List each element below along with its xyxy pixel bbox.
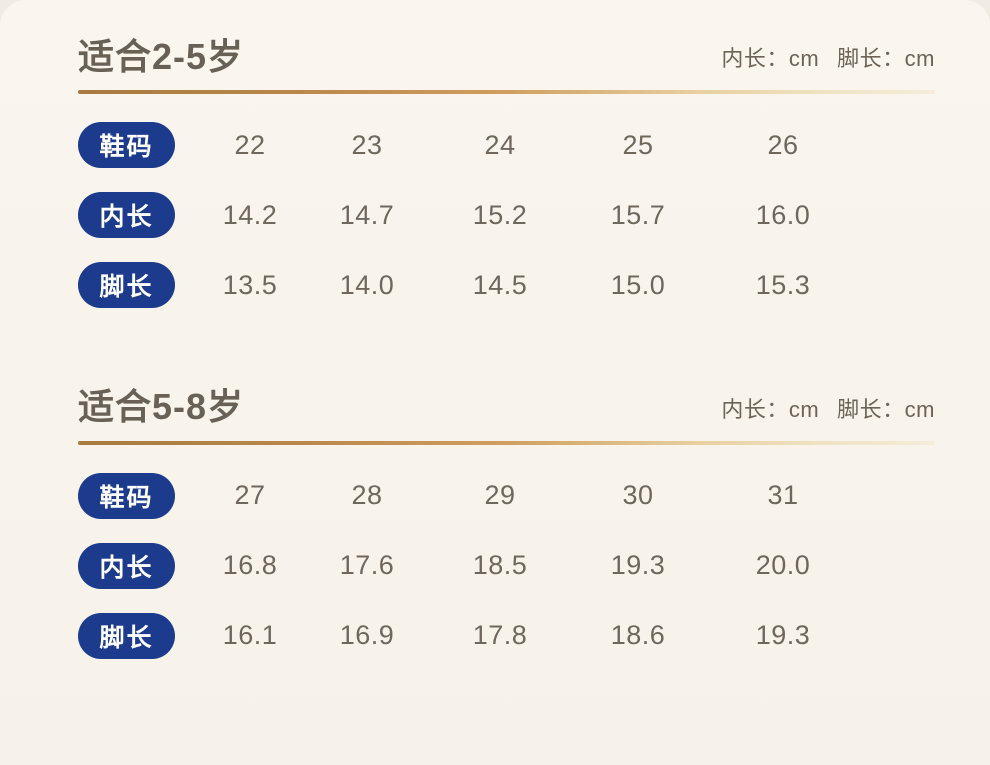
row-label-pill: 脚长 — [78, 612, 175, 659]
inner-length-value: 16.0 — [755, 199, 811, 230]
table-row-foot-length: 脚长 16.1 16.9 17.8 18.6 19.3 — [78, 601, 935, 671]
unit-legend: 内长：cm 脚长：cm — [721, 41, 935, 77]
size-value: 22 — [234, 129, 266, 160]
section-header: 适合2-5岁 内长：cm 脚长：cm — [78, 36, 935, 77]
foot-length-value: 17.8 — [472, 620, 528, 651]
inner-length-value: 17.6 — [339, 550, 395, 581]
row-label-cell: 鞋码 — [78, 472, 198, 519]
size-value: 29 — [484, 480, 516, 511]
size-value: 26 — [767, 129, 799, 160]
row-label-pill: 鞋码 — [78, 472, 175, 519]
size-table: 鞋码 22 23 24 25 26 内长 14.2 14.7 15.2 15.7… — [78, 110, 935, 320]
section-title: 适合2-5岁 — [78, 36, 245, 77]
size-value: 25 — [622, 129, 654, 160]
table-row-inner-length: 内长 14.2 14.7 15.2 15.7 16.0 — [78, 180, 935, 250]
inner-length-value: 19.3 — [610, 550, 666, 581]
table-row-foot-length: 脚长 13.5 14.0 14.5 15.0 15.3 — [78, 250, 935, 320]
inner-length-value: 15.7 — [610, 199, 666, 230]
foot-length-value: 14.5 — [472, 269, 528, 300]
inner-length-value: 20.0 — [755, 550, 811, 581]
row-label-cell: 鞋码 — [78, 122, 198, 169]
inner-length-value: 14.2 — [222, 199, 278, 230]
foot-length-value: 15.3 — [755, 269, 811, 300]
inner-length-value: 15.2 — [472, 199, 528, 230]
size-value: 23 — [351, 129, 383, 160]
inner-length-value: 14.7 — [339, 199, 395, 230]
foot-length-value: 18.6 — [610, 620, 666, 651]
size-value: 31 — [767, 480, 799, 511]
foot-length-unit-label: 脚长：cm — [837, 46, 935, 72]
row-label-pill: 内长 — [78, 192, 175, 239]
table-row-shoe-size: 鞋码 22 23 24 25 26 — [78, 110, 935, 180]
section-title: 适合5-8岁 — [78, 386, 245, 428]
row-label-cell: 内长 — [78, 542, 198, 589]
inner-length-value: 16.8 — [222, 550, 278, 581]
gold-divider — [78, 90, 935, 95]
row-label-pill: 脚长 — [78, 262, 175, 309]
foot-length-value: 16.9 — [339, 620, 395, 651]
row-label-pill: 鞋码 — [78, 122, 175, 169]
size-section-5-8: 适合5-8岁 内长：cm 脚长：cm 鞋码 27 28 29 30 31 内长 — [78, 386, 935, 670]
size-value: 27 — [234, 480, 266, 511]
foot-length-value: 13.5 — [222, 269, 278, 300]
row-label-cell: 脚长 — [78, 612, 198, 659]
gold-divider — [78, 440, 935, 445]
foot-length-value: 15.0 — [610, 269, 666, 300]
size-value: 24 — [484, 129, 516, 160]
size-section-2-5: 适合2-5岁 内长：cm 脚长：cm 鞋码 22 23 24 25 26 内长 — [78, 36, 935, 320]
foot-length-value: 16.1 — [222, 620, 278, 651]
size-value: 28 — [351, 480, 383, 511]
table-row-shoe-size: 鞋码 27 28 29 30 31 — [78, 461, 935, 531]
row-label-cell: 内长 — [78, 192, 198, 239]
foot-length-value: 19.3 — [755, 620, 811, 651]
foot-length-unit-label: 脚长：cm — [837, 396, 935, 422]
inner-length-unit-label: 内长：cm — [721, 46, 820, 72]
row-label-cell: 脚长 — [78, 262, 198, 309]
inner-length-unit-label: 内长：cm — [721, 396, 820, 422]
inner-length-value: 18.5 — [472, 550, 528, 581]
table-row-inner-length: 内长 16.8 17.6 18.5 19.3 20.0 — [78, 531, 935, 601]
size-value: 30 — [622, 480, 654, 511]
foot-length-value: 14.0 — [339, 269, 395, 300]
size-table: 鞋码 27 28 29 30 31 内长 16.8 17.6 18.5 19.3… — [78, 461, 935, 671]
section-header: 适合5-8岁 内长：cm 脚长：cm — [78, 386, 935, 427]
unit-legend: 内长：cm 脚长：cm — [721, 392, 935, 428]
row-label-pill: 内长 — [78, 542, 175, 589]
